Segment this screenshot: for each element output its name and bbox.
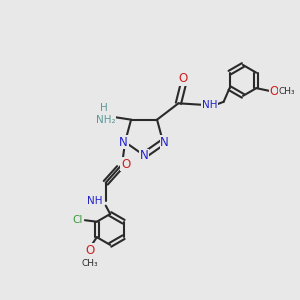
Text: O: O (269, 85, 279, 98)
Text: CH₃: CH₃ (82, 259, 98, 268)
Text: O: O (121, 158, 130, 171)
Text: O: O (85, 244, 94, 257)
Text: CH₃: CH₃ (279, 87, 295, 96)
Text: N: N (160, 136, 169, 148)
Text: H: H (100, 103, 108, 113)
Text: O: O (178, 72, 188, 86)
Text: N: N (119, 136, 128, 148)
Text: NH: NH (87, 196, 102, 206)
Text: N: N (140, 149, 148, 162)
Text: NH: NH (202, 100, 218, 110)
Text: NH₂: NH₂ (96, 115, 116, 125)
Text: Cl: Cl (72, 215, 83, 225)
